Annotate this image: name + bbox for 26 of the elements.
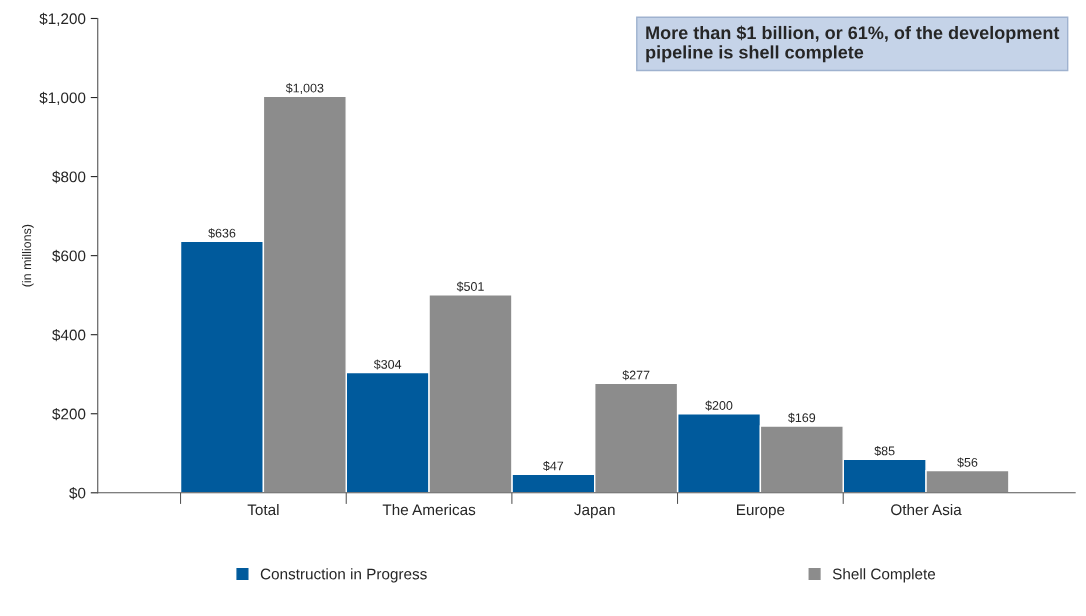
data-label: $85 (874, 445, 895, 457)
y-tick-label: $0 (69, 487, 86, 500)
data-label: $169 (788, 412, 816, 423)
y-tick-label: $1,200 (39, 12, 86, 26)
y-tick-label: $800 (52, 170, 86, 184)
x-tick-label: Other Asia (891, 503, 962, 516)
data-label: $1,003 (285, 83, 324, 94)
x-tick-label: Total (247, 503, 279, 516)
legend-label: Shell Complete (832, 568, 936, 583)
data-label: $47 (543, 460, 564, 472)
data-label: $56 (957, 457, 978, 468)
legend-label: Construction in Progress (260, 568, 427, 583)
data-label: $277 (622, 370, 650, 381)
annotation: More than $1 billion, or 61%, of the development pipeline is shell complete (646, 25, 1060, 63)
y-tick-label: $600 (52, 249, 86, 263)
y-axis-title: (in millions) (22, 224, 34, 287)
x-tick-label: Japan (574, 504, 615, 519)
data-label: $304 (373, 359, 402, 370)
y-tick-label: $200 (52, 407, 86, 421)
y-tick-label: $1,000 (39, 91, 86, 106)
data-label: $636 (208, 228, 236, 239)
x-tick-label: The Americas (382, 503, 476, 516)
x-tick-label: Europe (737, 504, 785, 519)
data-label: $501 (456, 281, 484, 292)
data-label: $200 (705, 400, 733, 411)
y-tick-label: $400 (52, 328, 86, 342)
